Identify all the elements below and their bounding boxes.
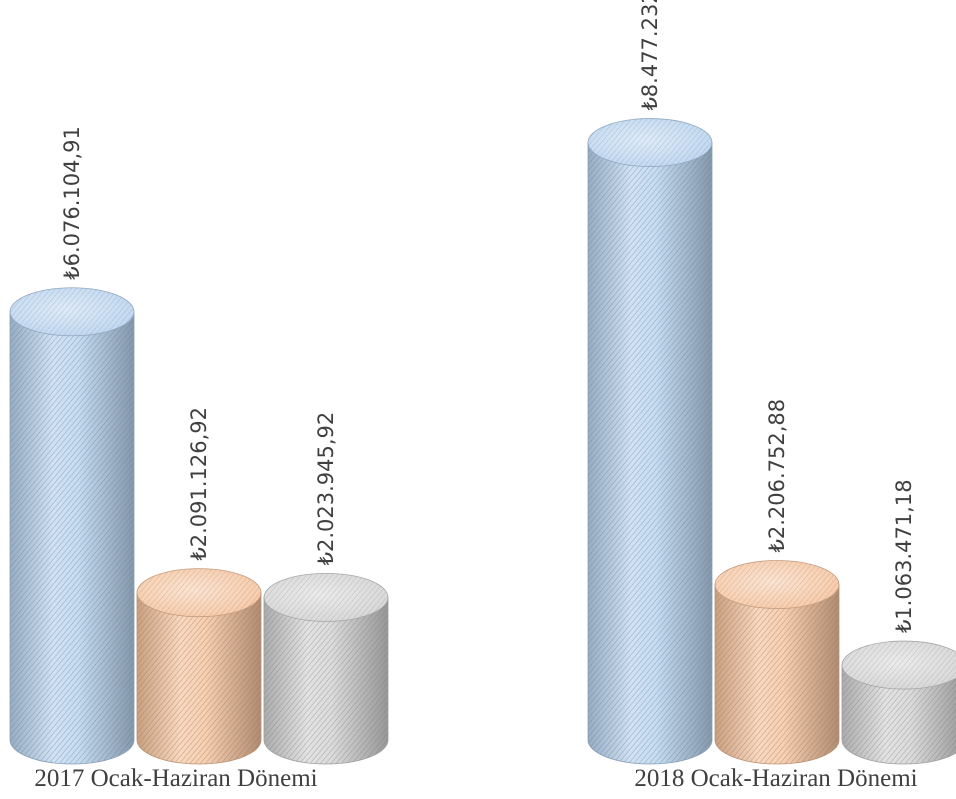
bar: [136, 568, 262, 765]
bar: [714, 560, 840, 765]
data-label: ₺2.206.752,88: [765, 399, 789, 553]
category-labels-layer: 2017 Ocak-Haziran Dönemi 2018 Ocak-Hazira…: [34, 765, 917, 792]
data-label: ₺8.477.232,42: [638, 0, 662, 111]
category-label: 2018 Ocak-Haziran Dönemi: [634, 765, 917, 792]
bar: [263, 572, 389, 765]
data-label: ₺2.091.126,92: [187, 407, 211, 561]
data-label: ₺6.076.104,91: [60, 126, 84, 280]
data-labels-layer: ₺6.076.104,91 ₺2.091.126,92 ₺2.023.945,92 ₺…: [60, 0, 916, 633]
bar: [841, 640, 956, 765]
category-label: 2017 Ocak-Haziran Dönemi: [34, 765, 317, 792]
data-label: ₺1.063.471,18: [892, 479, 916, 633]
bar: [587, 118, 713, 765]
data-label: ₺2.023.945,92: [314, 412, 338, 566]
bars-layer: [9, 118, 956, 765]
bar: [9, 287, 135, 765]
